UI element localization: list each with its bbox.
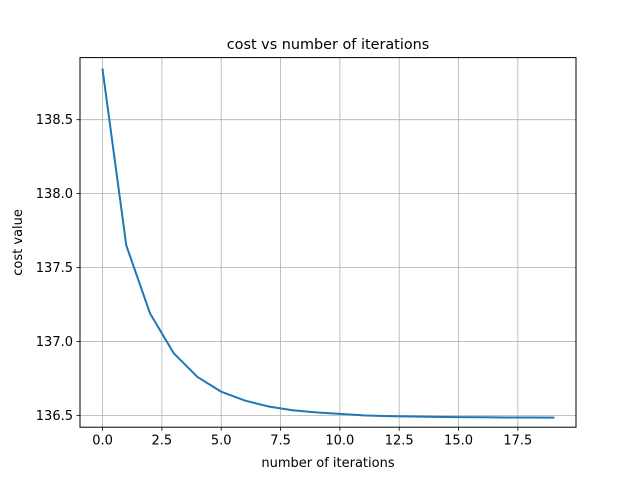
chart-title: cost vs number of iterations: [227, 37, 430, 53]
x-tick-label: 12.5: [385, 434, 414, 449]
y-tick-label: 138.0: [36, 187, 73, 202]
plot-frame: [79, 57, 577, 428]
x-tick-label: 0.0: [92, 434, 113, 449]
y-tick-label: 138.5: [36, 113, 73, 128]
x-axis: 0.0 2.5 5.0 7.5 10.0 12.5 15.0 17.5: [92, 427, 532, 449]
x-axis-label: number of iterations: [261, 456, 394, 471]
x-tick-label: 10.0: [325, 434, 354, 449]
series-layer: [101, 68, 555, 419]
cost-series-line: [101, 68, 555, 419]
x-tick-label: 17.5: [503, 434, 532, 449]
y-tick-label: 137.0: [36, 335, 73, 350]
y-axis: 136.5 137.0 137.5 138.0 138.5: [36, 113, 80, 424]
y-tick-label: 137.5: [36, 261, 73, 276]
x-tick-label: 15.0: [444, 434, 473, 449]
grid: [80, 57, 576, 428]
x-tick-label: 5.0: [211, 434, 232, 449]
x-tick-label: 2.5: [152, 434, 173, 449]
x-tick-label: 7.5: [270, 434, 291, 449]
y-axis-label: cost value: [11, 209, 26, 276]
y-tick-label: 136.5: [36, 409, 73, 424]
